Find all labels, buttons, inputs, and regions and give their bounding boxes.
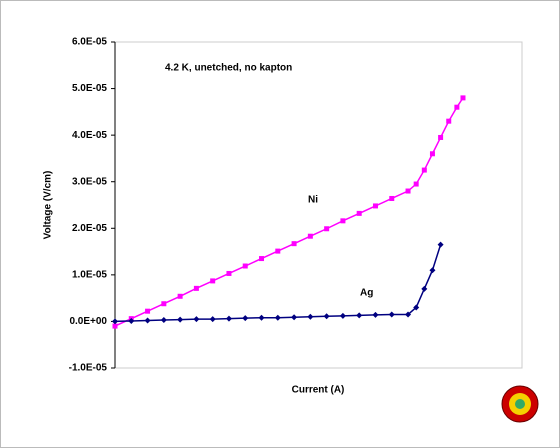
marker <box>128 317 135 324</box>
y-tick-label: 5.0E-05 <box>72 83 107 94</box>
marker <box>112 318 118 325</box>
logo-core <box>515 399 525 409</box>
marker <box>460 95 466 101</box>
marker <box>421 285 428 292</box>
marker <box>112 323 118 329</box>
marker <box>356 312 363 319</box>
y-tick-label: 0.0E+00 <box>69 316 107 327</box>
marker <box>307 233 313 239</box>
marker <box>291 314 298 321</box>
annotation: Ag <box>360 288 373 299</box>
marker <box>144 317 151 324</box>
marker <box>225 315 232 322</box>
x-axis-label: Current (A) <box>292 385 345 396</box>
marker <box>177 316 184 323</box>
marker <box>161 301 167 307</box>
marker <box>372 311 379 318</box>
marker <box>454 104 460 110</box>
marker <box>209 316 216 323</box>
series-line <box>114 97 464 327</box>
marker <box>193 285 199 291</box>
marker <box>389 195 395 201</box>
marker <box>274 314 281 321</box>
marker <box>160 317 167 324</box>
marker <box>446 118 452 124</box>
marker <box>405 311 412 318</box>
annotation: 4.2 K, unetched, no kapton <box>165 63 292 74</box>
marker <box>145 308 151 314</box>
marker <box>259 256 265 262</box>
y-tick-label: 6.0E-05 <box>72 37 107 48</box>
marker <box>324 226 330 232</box>
y-tick-label: 2.0E-05 <box>72 223 107 234</box>
marker <box>323 313 330 320</box>
marker <box>258 314 265 321</box>
marker <box>429 151 435 157</box>
marker <box>388 311 395 318</box>
marker <box>193 316 200 323</box>
marker <box>356 210 362 216</box>
marker <box>177 293 183 299</box>
marker <box>226 270 232 276</box>
marker <box>405 188 411 194</box>
marker <box>421 167 427 173</box>
marker <box>372 203 378 209</box>
marker <box>210 278 216 284</box>
marker <box>340 218 346 224</box>
marker <box>242 315 249 322</box>
marker <box>437 241 444 248</box>
logo <box>501 385 539 423</box>
marker <box>429 267 436 274</box>
marker <box>413 181 419 187</box>
y-axis-label: Voltage (V/cm) <box>43 171 54 240</box>
marker <box>307 313 314 320</box>
y-tick-label: 3.0E-05 <box>72 176 107 187</box>
marker <box>275 248 281 254</box>
marker <box>339 312 346 319</box>
annotation: Ni <box>308 195 318 206</box>
marker <box>413 304 420 311</box>
marker <box>242 263 248 269</box>
y-tick-label: 1.0E-05 <box>72 269 107 280</box>
y-tick-label: -1.0E-05 <box>69 363 108 374</box>
y-tick-label: 4.0E-05 <box>72 130 107 141</box>
marker <box>291 241 297 247</box>
marker <box>438 134 444 140</box>
